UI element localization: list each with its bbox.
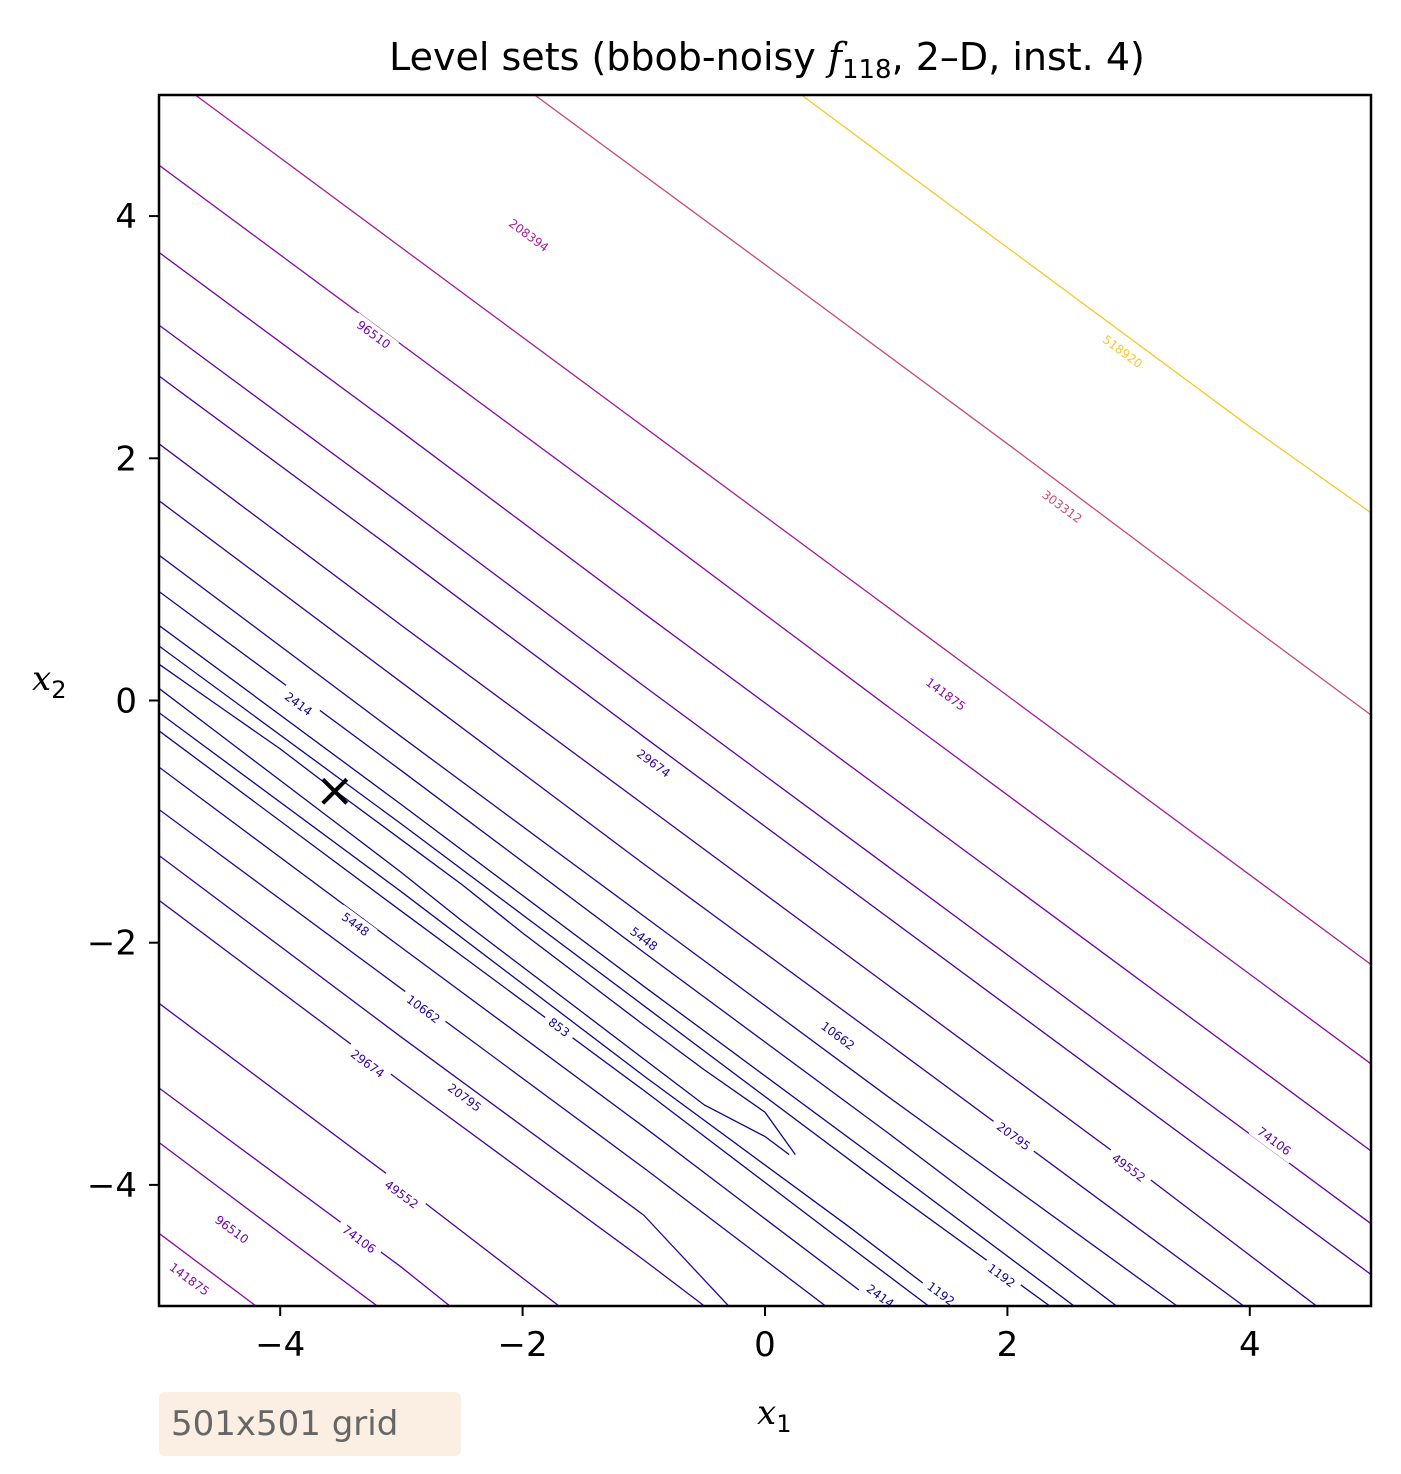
contour-line-96510-0	[159, 251, 1371, 1152]
contour-line-518920-0	[801, 95, 1371, 514]
contour-label-gap	[621, 919, 667, 959]
x-tick-label: 2	[997, 1325, 1019, 1365]
contour-line-10662-0	[159, 554, 1178, 1306]
contour-labels: 8531192119224142414544854481066210662207…	[160, 210, 1300, 1317]
contour-line-10662-1	[159, 808, 826, 1306]
contour-line-20795-0	[159, 500, 1245, 1306]
contour-line-141875-0	[159, 164, 1371, 1065]
contour-label-gap	[918, 1274, 963, 1314]
contour-line-208394-0	[195, 95, 1371, 966]
y-tick-label: 4	[115, 197, 137, 237]
contour-label-gap	[1093, 327, 1152, 377]
y-tick-label: 0	[115, 682, 137, 722]
y-tick-label: −4	[87, 1166, 137, 1206]
y-tick-label: 2	[115, 439, 137, 479]
grid-size-badge: 501x501 grid	[159, 1392, 461, 1456]
contour-label-gap	[916, 669, 975, 719]
contour-label-gap	[276, 684, 321, 724]
chart-title: Level sets (bbob-noisy f118, 2–D, inst. …	[389, 35, 1145, 85]
contour-line-20795-1	[159, 854, 730, 1306]
contour-label-gap	[812, 1013, 864, 1059]
contour-label-141875-1: 141875	[167, 1260, 212, 1299]
contour-line-2414-0	[159, 624, 1075, 1306]
contour-line-74106-1	[159, 1087, 451, 1306]
x-axis-label: x1	[757, 1393, 791, 1438]
contour-label-303312-0: 303312	[1039, 487, 1084, 526]
contour-label-gap	[1103, 1145, 1155, 1191]
contour-label-gap	[348, 312, 399, 357]
x-axis-ticks: −4 −2 0 2 4	[255, 1306, 1261, 1365]
y-axis-ticks: −4 −2 0 2 4	[87, 197, 159, 1206]
contour-label-gap	[160, 1254, 218, 1304]
x-tick-label: −4	[255, 1325, 305, 1365]
contour-line-74106-0	[159, 324, 1371, 1225]
contour-label-gap	[628, 741, 679, 786]
contour-line-29674-1	[159, 899, 705, 1306]
contour-line-1192-0	[159, 645, 1051, 1306]
contour-label-gap	[397, 987, 449, 1032]
contour-label-208394-0: 208394	[506, 216, 551, 255]
contour-line-853-1	[159, 687, 790, 1156]
contour-label-gap	[1248, 1119, 1300, 1164]
contour-label-gap	[206, 1207, 258, 1252]
contour-label-gap	[1033, 482, 1091, 532]
y-tick-label: −2	[87, 924, 137, 964]
contour-label-gap	[375, 1172, 427, 1217]
contour-line-5448-1	[159, 766, 881, 1306]
contour-line-303312-0	[534, 95, 1371, 716]
contour-label-518920-0: 518920	[1100, 332, 1145, 371]
contour-line-853-0	[159, 663, 796, 1155]
contour-line-49552-0	[159, 375, 1371, 1276]
contour-line-141875-1	[159, 1232, 257, 1306]
contour-label-gap	[333, 1217, 385, 1262]
x-tick-label: 4	[1239, 1325, 1261, 1365]
minimum-marker-icon	[321, 777, 349, 805]
contour-line-5448-0	[159, 590, 1117, 1306]
contour-label-gap	[333, 904, 378, 945]
x-tick-label: 0	[754, 1325, 776, 1365]
contour-label-gap	[979, 1255, 1024, 1296]
contour-lines	[159, 95, 1371, 1306]
contour-line-1192-1	[159, 712, 954, 1306]
contour-line-29674-0	[159, 443, 1317, 1306]
plot-frame	[157, 93, 1373, 1308]
contour-label-gap	[539, 1010, 578, 1045]
minimum-marker-cross	[321, 777, 349, 805]
contour-label-gap	[438, 1075, 490, 1120]
contour-line-96510-1	[159, 1141, 378, 1306]
contour-label-gap	[988, 1114, 1039, 1159]
contour-label-gap	[499, 210, 558, 260]
contour-line-2414-1	[159, 730, 929, 1306]
contour-label-gap	[342, 1041, 393, 1086]
y-axis-label: x2	[32, 659, 66, 704]
contour-label-141875-0: 141875	[923, 675, 968, 714]
x-tick-label: −2	[498, 1325, 548, 1365]
